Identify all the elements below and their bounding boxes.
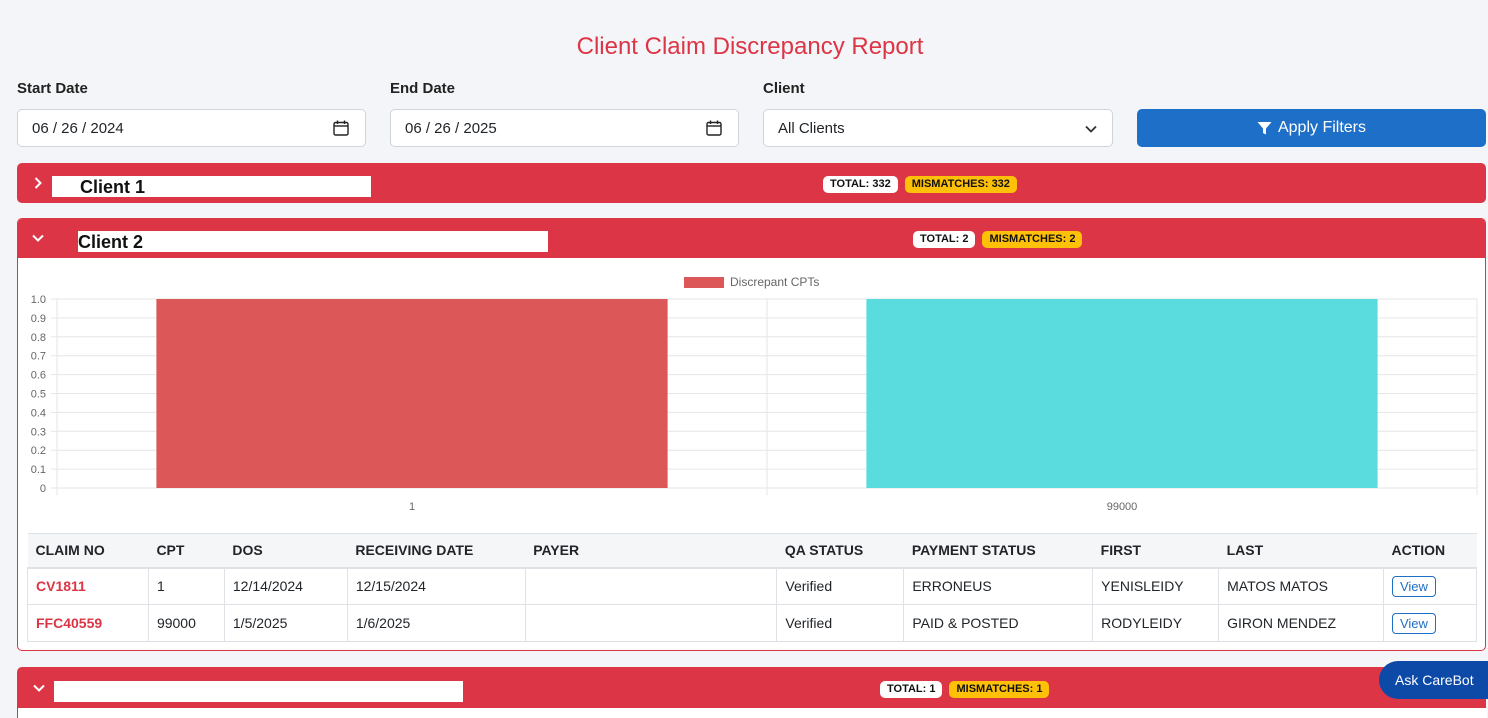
page-title: Client Claim Discrepancy Report: [576, 33, 924, 60]
mismatches-badge: MISMATCHES: 332: [904, 176, 1017, 193]
column-header: DOS: [224, 533, 348, 569]
y-tick-label: 0.6: [31, 370, 46, 382]
client-select-value: All Clients: [778, 119, 845, 137]
claims-table: CLAIM NO CPT DOS RECEIVING DATE PAYER QA STAT…: [27, 533, 1478, 642]
y-tick-label: 0.7: [31, 351, 46, 363]
table-row: FFC40559 99000 1/5/2025 1/6/2025 Verified PAI…: [27, 604, 1478, 642]
client-badges: TOTAL: 332 MISMATCHES: 332: [823, 176, 1017, 193]
bar-1[interactable]: [156, 299, 668, 488]
y-tick-label: 0.2: [31, 445, 46, 457]
start-date-label: Start Date: [17, 80, 88, 97]
ask-carebot-button[interactable]: Ask CareBot: [1379, 661, 1488, 699]
start-date-input[interactable]: 06 / 26 / 2024: [17, 109, 366, 147]
table-cell: Verified: [776, 567, 905, 605]
table-cell: RODYLEIDY: [1092, 604, 1220, 642]
total-badge: TOTAL: 332: [823, 176, 898, 193]
table-cell: 12/15/2024: [346, 567, 526, 605]
table-cell: 1/6/2025: [346, 604, 526, 642]
client-label: Client: [763, 80, 805, 97]
discrepant-cpts-chart: 1.0 0.9 0.8 0.7 0.6 0.5 0.4 0.3 0.2 0.1 0 1 99000 Di…: [31, 275, 1478, 513]
apply-filters-button[interactable]: Apply Filters: [1137, 109, 1486, 147]
table-cell: PAID & POSTED: [903, 604, 1094, 642]
table-cell: 99000: [147, 604, 225, 642]
client-name: [54, 681, 463, 702]
bar-99000[interactable]: [866, 299, 1378, 488]
chevron-down-icon: [1085, 125, 1097, 133]
table-cell: YENISLEIDY: [1092, 567, 1220, 605]
filter-icon: [1257, 121, 1272, 134]
table-cell: 12/14/2024: [223, 567, 348, 605]
table-cell: [524, 604, 778, 642]
column-header: CPT: [148, 533, 225, 569]
column-header: PAYER: [525, 533, 777, 569]
x-tick-label: 1: [409, 501, 415, 513]
table-cell: 1/5/2025: [223, 604, 348, 642]
column-header: CLAIM NO: [27, 533, 149, 569]
table-cell: 1: [147, 567, 225, 605]
y-tick-label: 0.3: [31, 426, 46, 438]
client-name: Client 1: [52, 176, 371, 197]
carebot-label: Ask CareBot: [1395, 672, 1474, 688]
y-tick-label: 0.9: [31, 313, 46, 325]
start-date-value: 06 / 26 / 2024: [32, 119, 124, 137]
client-card-header-3[interactable]: TOTAL: 1 MISMATCHES: 1: [17, 667, 1487, 718]
table-cell: ERRONEUS: [903, 567, 1094, 605]
chevron-right-icon[interactable]: [31, 176, 45, 190]
calendar-icon[interactable]: [333, 120, 349, 136]
chevron-down-icon[interactable]: [32, 681, 46, 695]
table-row: CV1811 1 12/14/2024 12/15/2024 Verified ERRON…: [27, 567, 1478, 605]
client-card-2: Client 2 TOTAL: 2 MISMATCHES: 2 1.0 0.9 0.…: [17, 218, 1486, 651]
client-select[interactable]: All Clients: [763, 109, 1113, 147]
chevron-down-icon[interactable]: [31, 231, 45, 245]
x-tick-label: 99000: [1107, 501, 1138, 513]
y-tick-label: 0.8: [31, 332, 46, 344]
column-header: FIRST: [1092, 533, 1219, 569]
calendar-icon[interactable]: [706, 120, 722, 136]
end-date-value: 06 / 26 / 2025: [405, 119, 497, 137]
legend-swatch: [684, 277, 724, 288]
claim-number-link[interactable]: CV1811: [27, 567, 149, 605]
end-date-label: End Date: [390, 80, 456, 97]
total-badge: TOTAL: 2: [913, 231, 976, 248]
legend-label: Discrepant CPTs: [730, 275, 819, 289]
apply-filters-label: Apply Filters: [1277, 119, 1367, 136]
y-tick-label: 0.5: [31, 389, 46, 401]
view-button[interactable]: View: [1391, 612, 1436, 634]
y-tick-label: 0: [40, 483, 46, 495]
mismatches-badge: MISMATCHES: 1: [949, 681, 1050, 698]
table-cell: GIRON MENDEZ: [1218, 604, 1384, 642]
client-badges: TOTAL: 2 MISMATCHES: 2: [913, 231, 1083, 248]
y-tick-label: 0.4: [31, 407, 46, 419]
column-header: RECEIVING DATE: [347, 533, 526, 569]
view-button[interactable]: View: [1391, 575, 1436, 597]
total-badge: TOTAL: 1: [880, 681, 943, 698]
client-name: Client 2: [78, 231, 548, 252]
mismatches-badge: MISMATCHES: 2: [982, 231, 1083, 248]
column-header: PAYMENT STATUS: [903, 533, 1093, 569]
end-date-input[interactable]: 06 / 26 / 2025: [390, 109, 739, 147]
action-cell: View: [1382, 567, 1478, 605]
action-cell: View: [1382, 604, 1478, 642]
y-tick-label: 0.1: [31, 464, 46, 476]
client-badges: TOTAL: 1 MISMATCHES: 1: [880, 681, 1050, 698]
client-card-header-1[interactable]: Client 1 TOTAL: 332 MISMATCHES: 332: [17, 163, 1486, 203]
y-tick-label: 1.0: [31, 294, 46, 306]
table-cell: [524, 567, 778, 605]
table-cell: MATOS MATOS: [1218, 567, 1384, 605]
table-header-row: CLAIM NO CPT DOS RECEIVING DATE PAYER QA STAT…: [27, 533, 1477, 569]
client-card-header-2[interactable]: Client 2 TOTAL: 2 MISMATCHES: 2: [18, 219, 1485, 258]
column-header: ACTION: [1383, 533, 1477, 569]
column-header: LAST: [1218, 533, 1384, 569]
column-header: QA STATUS: [776, 533, 904, 569]
table-cell: Verified: [776, 604, 905, 642]
claim-number-link[interactable]: FFC40559: [27, 604, 149, 642]
